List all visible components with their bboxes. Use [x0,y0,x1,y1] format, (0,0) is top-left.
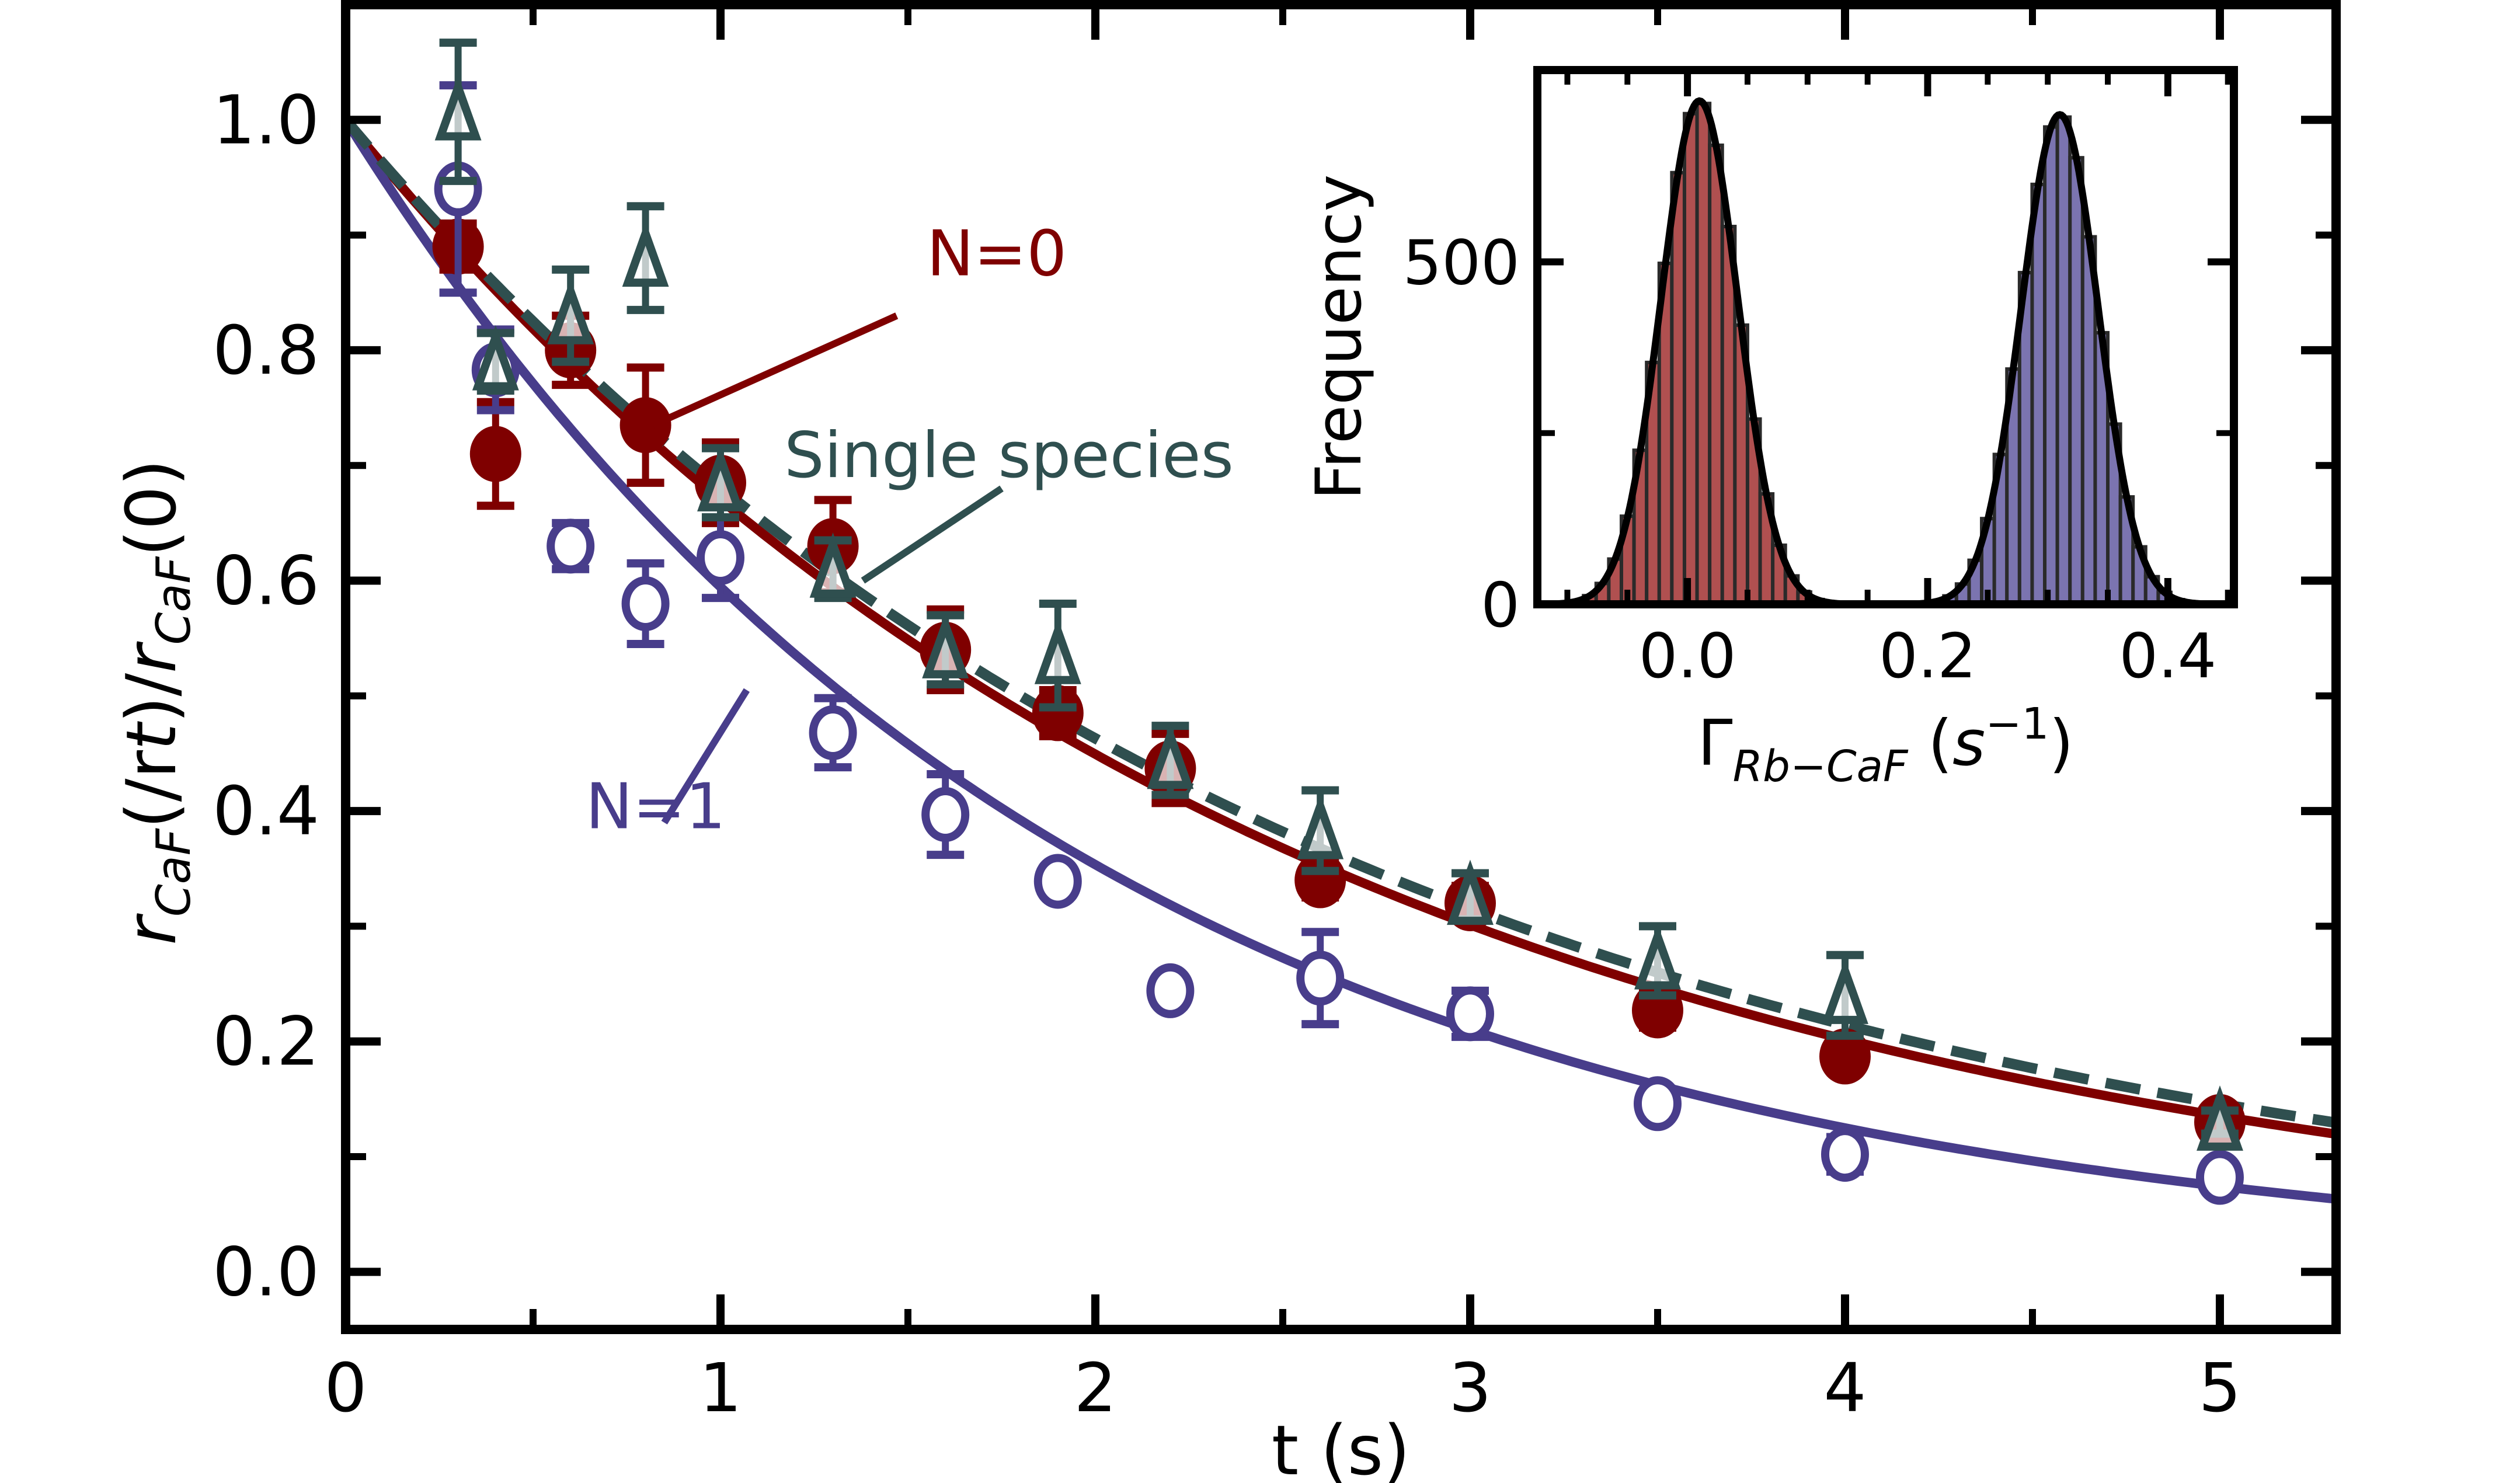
x-tick-label: 3 [1449,1349,1491,1428]
y-tick-label: 0.2 [213,1003,319,1081]
data-point-single-species [922,613,969,678]
x-tick-label: 5 [2198,1349,2241,1428]
data-point-n-0 [619,397,671,454]
inset-x-label-part: Γ [1697,707,1732,780]
data-point-single-species [1822,959,1868,1024]
data-point-n-0 [469,426,521,482]
data-point-single-species [622,221,669,287]
inset-x-tick-label: 0.0 [1639,621,1736,692]
histogram-bar-n-0 [1682,112,1699,606]
histogram-bar-n-0 [1695,102,1712,607]
inset-y-tick-label: 500 [1403,227,1520,298]
data-point-single-species [809,532,857,598]
inset-histogram: 0.0 0.2 0.4 0 500 Frequency ΓRb−CaF (s−1) [1303,66,2238,792]
annotation-n-1: N=1 [586,771,726,844]
data-point-n-1 [1146,963,1195,1018]
y-tick-label: 0.4 [213,772,319,851]
y-tick-label: 0.0 [213,1233,319,1311]
inset-x-label-part: s [1952,707,1985,780]
x-tick-label: 0 [324,1349,367,1428]
inset-x-label-sub: Rb−CaF [1733,742,1909,792]
main-plot: N=0 Single species N=1 0 1 2 3 4 5 0.0 0.2 0.4 0.6 0.… [111,0,2341,1483]
y-tick-label: 0.8 [213,312,319,390]
data-point-n-0 [1819,1028,1871,1085]
data-point-single-species [697,446,744,511]
histogram-bar-n-1 [2043,125,2059,606]
y-label-part: t [111,721,192,750]
y-tick-label: 0.6 [213,542,319,621]
data-point-single-species [1634,924,1681,990]
inset-x-tick-label: 0.4 [2119,621,2216,692]
histogram-bar-n-1 [2030,182,2047,606]
data-point-n-1 [1033,854,1082,909]
plot-frame [341,0,2341,1334]
data-point-single-species [1297,793,1344,859]
data-point-single-species [472,325,519,391]
y-tick-label: 1.0 [213,81,319,159]
x-tick-label: 4 [1823,1349,1866,1428]
data-point-n-1 [921,787,970,843]
annotation-line-single-species [861,485,1004,584]
inset-y-axis-label: Frequency [1303,175,1376,500]
data-point-n-1 [621,576,670,631]
y-label-part: (0) [111,459,192,556]
histogram-bar-n-0 [1670,170,1686,606]
histogram-bar-n-1 [2068,156,2084,606]
data-point-n-1 [2195,1150,2244,1205]
data-point-n-1 [1821,1127,1869,1182]
data-point-n-1 [809,705,857,760]
y-label-part: r [111,641,192,673]
annotation-n-0: N=0 [927,218,1067,291]
inset-x-tick-label: 0.2 [1879,621,1976,692]
data-point-n-1 [1633,1076,1682,1132]
x-tick-label: 1 [699,1349,742,1428]
inset-x-label-sup: −1 [1985,699,2049,749]
data-point-n-0 [1032,685,1084,742]
data-point-single-species [1147,723,1194,789]
data-point-single-species [1034,618,1081,684]
y-label-sub: CaF [147,556,201,645]
data-point-n-1 [1446,986,1494,1042]
inset-x-label-part: ) [2049,707,2073,780]
y-label-sub: CaF [147,828,201,917]
data-point-single-species [2197,1085,2243,1151]
y-label-part: (/r [111,750,192,828]
data-point-n-0 [1294,852,1346,908]
annotation-single-species: Single species [784,419,1234,492]
histogram-bar-n-0 [1708,143,1724,607]
y-axis-label: rCaF(/rt)/rCaF(0) [111,459,201,945]
y-label-part: r [111,913,192,945]
annotation-line-n-1 [661,688,750,825]
inset-x-axis-label: ΓRb−CaF (s−1) [1697,699,2073,792]
x-tick-label: 2 [1074,1349,1116,1428]
data-point-single-species [547,279,594,344]
data-point-single-species [434,75,482,141]
x-axis-label: t (s) [1272,1410,1410,1483]
fit-curve-single-species [346,116,2336,1128]
histogram-bar-n-1 [2055,115,2072,606]
data-point-n-1 [547,518,595,574]
y-label-part: )/ [111,673,192,723]
data-point-n-1 [696,530,744,586]
inset-y-tick-label: 0 [1481,570,1520,641]
annotation-line-n-0 [651,312,899,429]
plot-area [346,39,2336,1205]
inset-frame [1533,66,2238,608]
data-point-single-species [1447,859,1494,925]
data-point-n-1 [1296,951,1345,1006]
inset-x-label-part: ( [1908,707,1952,780]
